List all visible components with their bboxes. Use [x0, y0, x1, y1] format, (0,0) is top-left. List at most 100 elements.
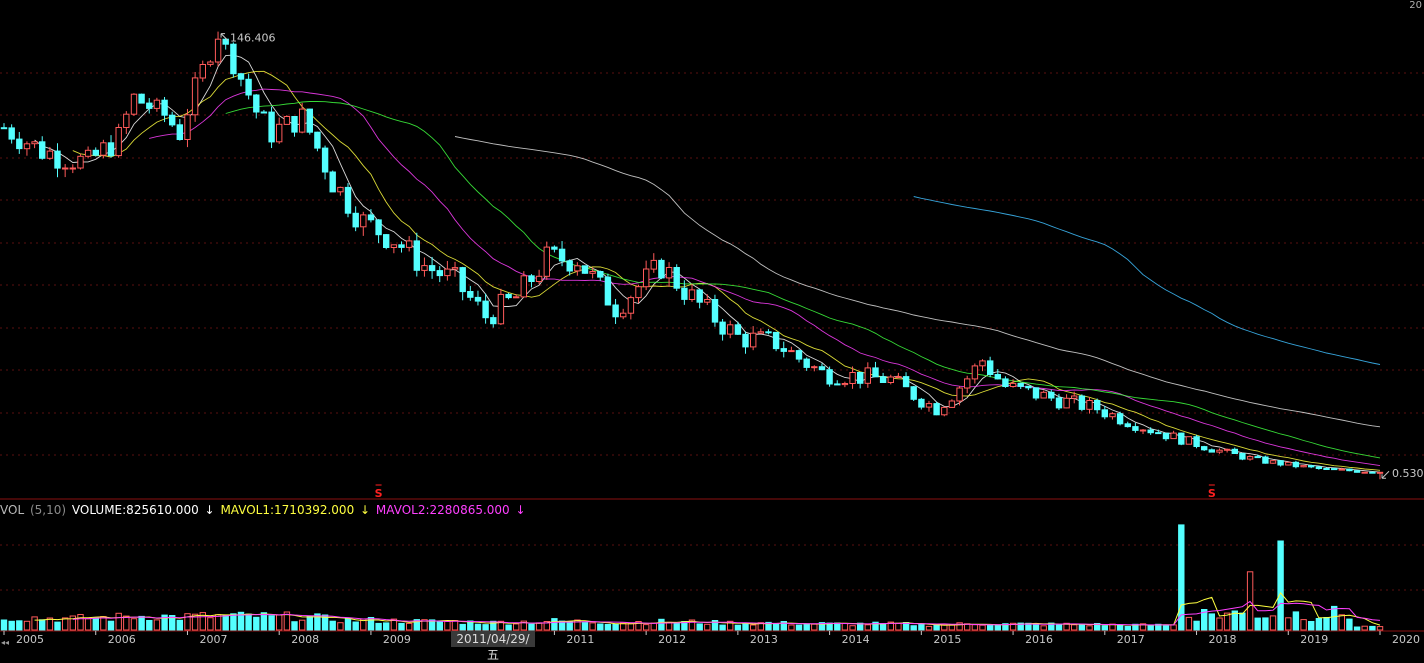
- candle-body[interactable]: [383, 234, 390, 249]
- candle-body[interactable]: [360, 214, 367, 228]
- volume-bar[interactable]: [413, 619, 421, 631]
- candle-body[interactable]: [1139, 429, 1147, 432]
- volume-bar[interactable]: [169, 615, 176, 631]
- candle-body[interactable]: [505, 293, 512, 299]
- scroll-left-icon[interactable]: ◂◂: [1, 638, 9, 647]
- candle-body[interactable]: [245, 78, 252, 96]
- volume-bar[interactable]: [1292, 611, 1300, 631]
- volume-bar[interactable]: [283, 611, 291, 631]
- volume-bar[interactable]: [1338, 614, 1345, 631]
- candle-body[interactable]: [337, 186, 344, 193]
- volume-bar[interactable]: [214, 614, 222, 631]
- volume-bar[interactable]: [69, 615, 76, 631]
- candle-body[interactable]: [306, 108, 314, 133]
- volume-bar[interactable]: [788, 624, 795, 631]
- candle-body[interactable]: [543, 246, 550, 277]
- candle-body[interactable]: [62, 167, 69, 170]
- volume-bar[interactable]: [673, 622, 680, 631]
- candle-body[interactable]: [451, 267, 459, 270]
- volume-bar[interactable]: [176, 619, 184, 631]
- candle-body[interactable]: [176, 124, 184, 141]
- candle-body[interactable]: [925, 403, 933, 408]
- volume-bar[interactable]: [1071, 624, 1078, 631]
- candle-body[interactable]: [956, 387, 963, 402]
- candle-body[interactable]: [1292, 461, 1300, 468]
- volume-bar[interactable]: [1254, 617, 1261, 631]
- volume-bar[interactable]: [406, 622, 413, 631]
- candle-body[interactable]: [474, 296, 482, 302]
- candle-body[interactable]: [115, 127, 122, 157]
- candle-body[interactable]: [84, 149, 92, 157]
- volume-bar[interactable]: [635, 621, 642, 631]
- volume-bar[interactable]: [436, 621, 444, 631]
- candle-body[interactable]: [1025, 385, 1032, 389]
- candle-body[interactable]: [1223, 448, 1231, 451]
- candle-body[interactable]: [895, 376, 902, 379]
- volume-bar[interactable]: [62, 617, 69, 631]
- volume-bar[interactable]: [1124, 626, 1131, 631]
- volume-bar[interactable]: [1002, 623, 1009, 631]
- candle-body[interactable]: [665, 267, 673, 279]
- volume-bar[interactable]: [589, 622, 596, 631]
- candle-body[interactable]: [428, 265, 436, 272]
- candle-body[interactable]: [1055, 397, 1063, 409]
- volume-bar[interactable]: [199, 612, 207, 631]
- volume-bar[interactable]: [207, 617, 214, 631]
- volume-bar[interactable]: [665, 621, 673, 631]
- candle-body[interactable]: [551, 246, 558, 250]
- volume-bar[interactable]: [367, 617, 375, 631]
- candle-body[interactable]: [344, 186, 352, 214]
- volume-bar[interactable]: [1094, 623, 1101, 631]
- volume-bar[interactable]: [299, 619, 306, 631]
- volume-bar[interactable]: [1078, 624, 1086, 631]
- volume-bar[interactable]: [841, 622, 849, 631]
- candle-body[interactable]: [1147, 429, 1154, 434]
- candle-body[interactable]: [375, 219, 382, 236]
- candle-body[interactable]: [299, 108, 306, 133]
- signal-marker[interactable]: S: [375, 487, 383, 500]
- volume-bar[interactable]: [230, 613, 237, 631]
- candle-body[interactable]: [1094, 400, 1101, 411]
- volume-bar[interactable]: [505, 624, 512, 631]
- candle-body[interactable]: [750, 332, 757, 348]
- candle-body[interactable]: [1116, 413, 1124, 425]
- volume-bar[interactable]: [956, 622, 963, 631]
- candle-body[interactable]: [398, 244, 405, 248]
- candle-body[interactable]: [887, 376, 894, 383]
- candle-body[interactable]: [620, 312, 627, 318]
- volume-bar[interactable]: [222, 615, 229, 631]
- volume-bar[interactable]: [1277, 540, 1284, 631]
- volume-bar[interactable]: [597, 623, 604, 631]
- candle-body[interactable]: [199, 64, 207, 79]
- volume-bar[interactable]: [879, 623, 887, 631]
- candle-body[interactable]: [1048, 391, 1055, 399]
- candle-body[interactable]: [612, 304, 619, 318]
- volume-bar[interactable]: [245, 613, 252, 631]
- volume-bar[interactable]: [688, 619, 696, 631]
- volume-bar[interactable]: [1032, 623, 1040, 631]
- volume-bar[interactable]: [1155, 623, 1162, 631]
- volume-bar[interactable]: [314, 613, 321, 631]
- candle-body[interactable]: [1331, 468, 1338, 471]
- volume-bar[interactable]: [1086, 625, 1093, 631]
- candle-body[interactable]: [971, 365, 979, 380]
- volume-bar[interactable]: [184, 613, 191, 631]
- candle-body[interactable]: [826, 369, 833, 385]
- candle-body[interactable]: [100, 142, 107, 156]
- candle-body[interactable]: [268, 111, 275, 143]
- volume-bar[interactable]: [895, 622, 902, 631]
- candle-body[interactable]: [1086, 400, 1093, 410]
- candle-body[interactable]: [1132, 426, 1139, 431]
- volume-bar[interactable]: [1201, 609, 1208, 631]
- candle-body[interactable]: [1078, 395, 1086, 410]
- volume-bar[interactable]: [872, 621, 879, 631]
- candle-body[interactable]: [795, 350, 803, 360]
- volume-bar[interactable]: [1170, 624, 1177, 631]
- candle-body[interactable]: [513, 296, 520, 299]
- volume-bar[interactable]: [1063, 622, 1070, 631]
- candle-body[interactable]: [406, 240, 413, 248]
- volume-bar[interactable]: [948, 624, 956, 631]
- volume-bar[interactable]: [834, 622, 841, 631]
- candle-body[interactable]: [39, 141, 46, 159]
